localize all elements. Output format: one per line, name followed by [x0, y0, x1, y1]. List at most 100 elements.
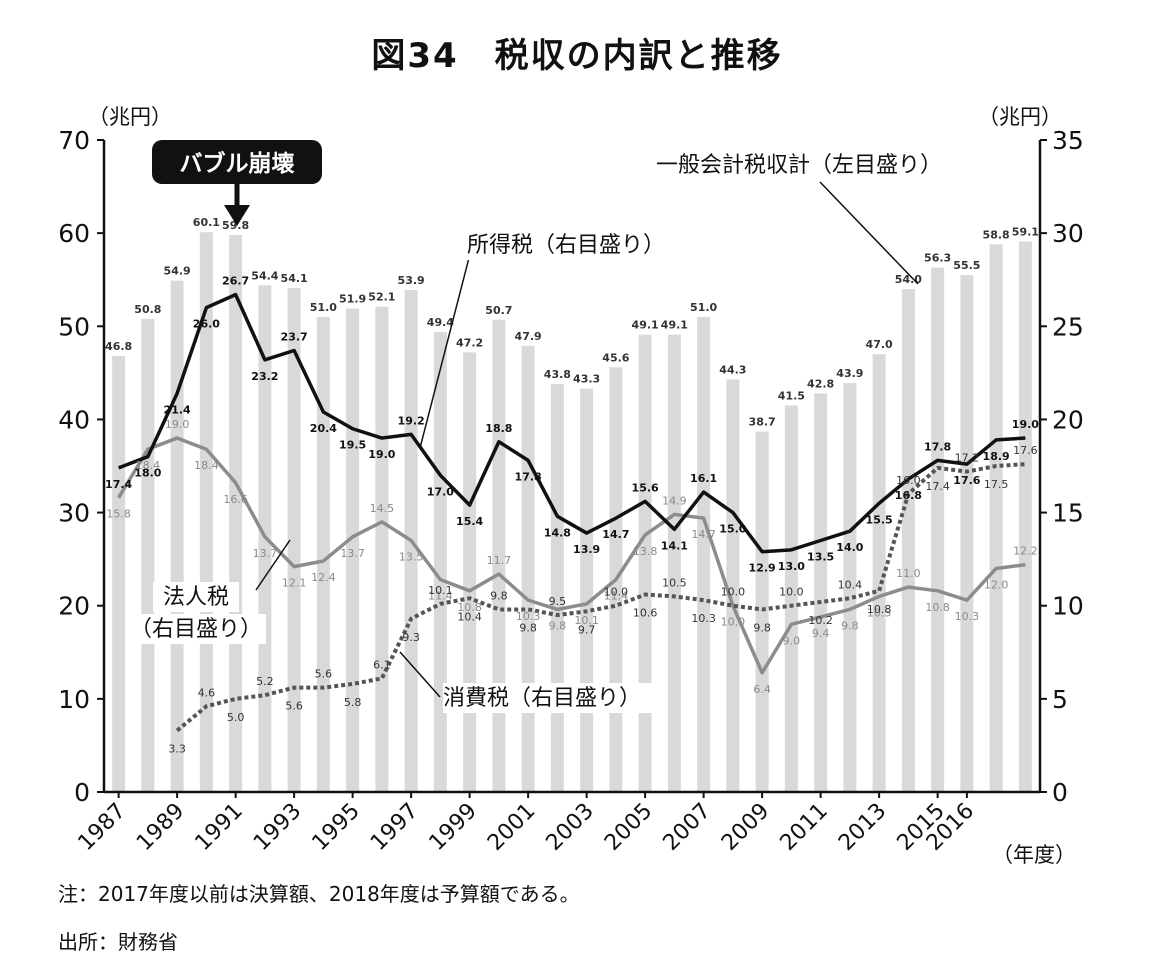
corp-series-label-1: 法人税 — [163, 585, 229, 610]
consumption-tax-label-1998: 10.1 — [428, 584, 453, 597]
consumption-tax-label-1996: 6.1 — [373, 658, 391, 671]
income-tax-label-2001: 17.8 — [515, 470, 542, 483]
bar-label-1989: 54.9 — [164, 265, 191, 278]
bar-1989 — [170, 280, 184, 792]
consumption-tax-label-1993: 5.6 — [285, 700, 303, 713]
consumption-tax-label-2017: 17.5 — [984, 478, 1009, 491]
bar-2000 — [492, 319, 506, 792]
bar-label-2004: 45.6 — [602, 351, 629, 364]
income-tax-label-2007: 16.1 — [690, 472, 717, 485]
consumption-tax-label-1992: 5.2 — [256, 675, 274, 688]
bar-label-1999: 47.2 — [456, 336, 483, 349]
consumption-tax-label-1994: 5.6 — [315, 668, 333, 681]
corporate-tax-label-1988: 18.4 — [136, 459, 161, 472]
bar-label-2002: 43.8 — [544, 368, 571, 381]
corporate-tax-label-2010: 9.0 — [783, 634, 801, 647]
corporate-tax-label-2012: 9.8 — [841, 619, 859, 632]
right-tick-label-15: 15 — [1052, 499, 1084, 528]
income-tax-label-1991: 26.7 — [222, 275, 249, 288]
corporate-tax-label-1993: 12.1 — [282, 577, 307, 590]
corporate-tax-label-1998: 11.4 — [428, 590, 453, 603]
x-tick-label-2007: 2007 — [659, 799, 716, 856]
income-tax-label-1994: 20.4 — [310, 422, 337, 435]
corp-series-label-2: （右目盛り） — [130, 617, 262, 642]
corp-leader-line — [255, 539, 291, 591]
income-tax-label-2004: 14.7 — [602, 528, 629, 541]
total-revenue-bar-labels: 46.850.854.960.1 59.854.4 54.151.051.9 52.1… — [105, 216, 1039, 428]
bar-label-2001: 47.9 — [515, 330, 542, 343]
income-tax-label-1988: 18.0 — [134, 467, 161, 480]
consumption-tax-label-1999: 10.4 — [457, 610, 482, 623]
income-tax-label-2010: 13.0 — [778, 560, 805, 573]
bubble-callout-text: バブル崩壊 — [180, 150, 295, 177]
bar-2007 — [697, 316, 711, 792]
bar-2003 — [580, 388, 594, 792]
annotations: バブル崩壊 一般会計税収計（左目盛り） 所得税（右目盛り） 法人税 （右目盛り） 消費税（… — [126, 140, 956, 713]
bar-label-2010: 41.5 — [778, 389, 805, 402]
bar-label-2003: 43.3 — [573, 373, 600, 386]
x-tick-label-2013: 2013 — [834, 799, 891, 856]
consumption-tax-label-2000: 9.8 — [490, 589, 508, 602]
right-tick-label-25: 25 — [1052, 312, 1084, 341]
corporate-tax-label-2004: 11.4 — [604, 590, 629, 603]
income-tax-label-1998: 17.0 — [427, 485, 454, 498]
x-tick-label-2001: 2001 — [483, 799, 540, 856]
corporate-tax-label-2014: 11.0 — [896, 567, 921, 580]
bar-label-2017: 58.8 — [983, 228, 1010, 241]
bar-label-1987: 46.8 — [105, 340, 132, 353]
bar-1998 — [433, 331, 447, 792]
chart-title: 図34 税収の内訳と推移 — [371, 36, 783, 76]
footnote: 注：2017年度以前は決算額、2018年度は予算額である。 — [58, 882, 580, 906]
corporate-tax-label-2003: 10.1 — [574, 614, 599, 627]
corporate-tax-label-2001: 10.3 — [516, 610, 541, 623]
income-tax-label-1999: 15.4 — [456, 515, 483, 528]
bar-2015 — [931, 267, 945, 792]
bar-label-1991: 59.8 — [222, 219, 249, 232]
corporate-tax-label-2015: 10.8 — [925, 601, 950, 614]
total-series-label-bg — [656, 150, 956, 180]
corporate-tax-label-2018: 12.2 — [1013, 545, 1038, 558]
bar-label-2014: 54.0 — [895, 273, 922, 286]
consumption-tax-label-2010: 10.0 — [779, 586, 804, 599]
right-tick-label-35: 35 — [1052, 126, 1084, 155]
bar-label-1995: 51.9 — [339, 293, 366, 306]
bar-label-1988: 50.8 — [134, 303, 161, 316]
bar-label-1990: 60.1 — [193, 216, 220, 229]
income-tax-label-1997: 19.2 — [398, 414, 425, 427]
income-tax-label-2016: 17.6 — [953, 474, 980, 487]
corporate-tax-label-1999: 10.8 — [457, 601, 482, 614]
consumption-tax-label-2014: 16.0 — [896, 474, 921, 487]
bar-label-2007: 51.0 — [690, 301, 717, 314]
bar-label-2006: 49.1 — [661, 319, 688, 332]
consumption-tax-label-2008: 10.0 — [721, 586, 746, 599]
bubble-callout-box — [152, 140, 322, 184]
bar-label-2008: 44.3 — [719, 363, 746, 376]
right-tick-label-5: 5 — [1052, 685, 1068, 714]
bar-label-2012: 43.9 — [836, 367, 863, 380]
bar-2011 — [814, 393, 828, 792]
x-tick-label-1991: 1991 — [191, 799, 248, 856]
x-axis-unit: （年度） — [992, 843, 1076, 867]
bar-1993 — [287, 288, 301, 792]
x-tick-label-2003: 2003 — [542, 799, 599, 856]
income-tax-label-1993: 23.7 — [281, 331, 308, 344]
total-series-label: 一般会計税収計（左目盛り） — [656, 153, 942, 178]
income-tax-label-1995: 19.5 — [339, 439, 366, 452]
x-tick-label-1997: 1997 — [366, 799, 423, 856]
bar-label-1996: 52.1 — [368, 291, 395, 304]
consumption-tax-label-2016: 17.2 — [955, 452, 980, 465]
income-tax-label-2009: 12.9 — [749, 562, 776, 575]
right-axis-unit: （兆円） — [978, 105, 1062, 129]
income-tax-label-2012: 14.0 — [836, 541, 863, 554]
corporate-tax-label-1989: 19.0 — [165, 418, 190, 431]
right-tick-label-10: 10 — [1052, 592, 1084, 621]
bar-1988 — [141, 318, 155, 792]
income-tax-label-2017: 18.9 — [983, 450, 1010, 463]
income-tax-label-1987: 17.4 — [105, 478, 132, 491]
bar-label-2018: 59.1 — [1012, 226, 1039, 239]
x-tick-label-2005: 2005 — [600, 799, 657, 856]
corporate-tax-label-2007: 14.7 — [691, 528, 716, 541]
consumption-series-label-bg — [443, 683, 663, 713]
bar-2017 — [989, 244, 1003, 792]
